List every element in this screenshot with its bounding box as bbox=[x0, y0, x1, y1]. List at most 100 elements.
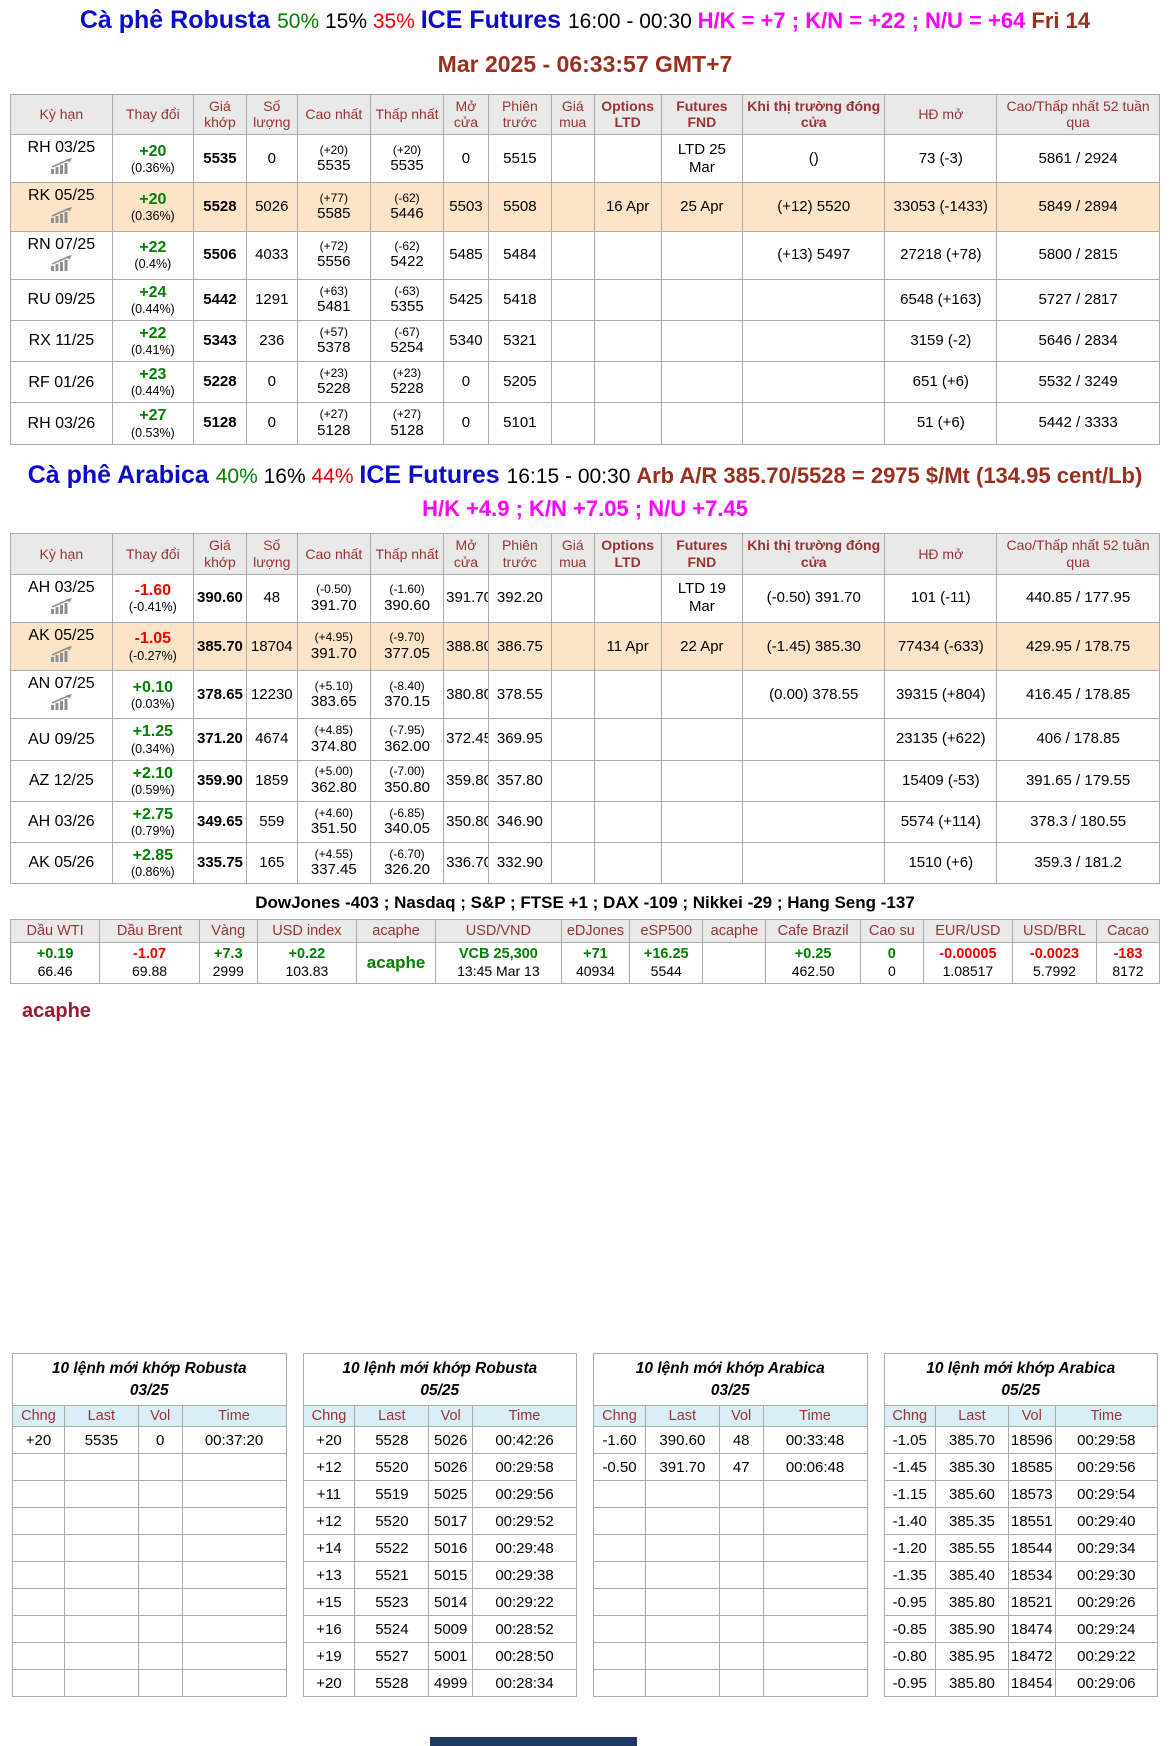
order-column-header: Time bbox=[762, 1405, 868, 1428]
order-cell bbox=[644, 1642, 720, 1671]
order-cell: 00:29:52 bbox=[472, 1507, 577, 1536]
order-cell: 5014 bbox=[428, 1588, 474, 1617]
order-table-title-row: 10 lệnh mới khớp Robusta 03/25 bbox=[12, 1352, 287, 1407]
order-cell: 385.30 bbox=[934, 1453, 1009, 1482]
open-interest-cell: 27218 (+78) bbox=[884, 230, 998, 280]
order-cell: +20 bbox=[12, 1426, 65, 1455]
order-cell: 18472 bbox=[1007, 1642, 1056, 1671]
order-cell bbox=[718, 1534, 764, 1563]
order-cell: 00:29:48 bbox=[472, 1534, 577, 1563]
low-cell-change: (-8.40) bbox=[389, 678, 425, 693]
options-ltd-cell bbox=[593, 759, 662, 802]
order-cell: -0.85 bbox=[883, 1615, 936, 1644]
low-cell-change: (-67) bbox=[394, 324, 420, 339]
indicator-change: -0.00005 bbox=[939, 946, 997, 963]
order-cell: 18454 bbox=[1007, 1669, 1056, 1698]
week52-range-cell: 5861 / 2924 bbox=[996, 134, 1160, 184]
order-cell bbox=[762, 1561, 868, 1590]
week52-range-cell: 5646 / 2834 bbox=[996, 319, 1160, 363]
order-column-header: Last bbox=[63, 1405, 139, 1428]
futures-fnd-cell bbox=[660, 718, 744, 761]
open-interest-cell: 3159 (-2) bbox=[884, 319, 998, 363]
order-cell: -1.45 bbox=[883, 1453, 936, 1482]
order-row: -1.15 385.60 18573 00:29:54 bbox=[883, 1480, 1159, 1509]
high-cell: (+23) 5228 bbox=[296, 361, 371, 404]
chart-icon[interactable] bbox=[50, 694, 73, 715]
order-cell: -1.05 bbox=[883, 1426, 936, 1455]
last-price-cell: 5228 bbox=[193, 361, 247, 404]
column-header-9: Giá mua bbox=[550, 93, 595, 136]
after-close-cell bbox=[742, 361, 886, 404]
low-cell: (-8.40) 370.15 bbox=[369, 670, 445, 720]
indicator-header-6: USD/VND bbox=[434, 919, 562, 944]
volume-cell: 1859 bbox=[245, 759, 298, 802]
open-interest-cell: 39315 (+804) bbox=[884, 670, 998, 720]
blank-spacer bbox=[10, 1023, 1160, 1353]
order-cell bbox=[137, 1588, 183, 1617]
contract-label: AU 09/25 bbox=[27, 730, 95, 748]
high-cell: (+20) 5535 bbox=[296, 134, 371, 184]
open-cell: 0 bbox=[443, 402, 489, 445]
futures-fnd-cell bbox=[660, 841, 744, 885]
low-cell-value: 5446 bbox=[390, 205, 424, 223]
volume-cell: 5026 bbox=[245, 182, 298, 232]
order-cell bbox=[181, 1642, 287, 1671]
column-header-11: Futures FND bbox=[660, 533, 744, 575]
order-table-title-line2: 05/25 bbox=[420, 1381, 460, 1399]
order-cell bbox=[137, 1507, 183, 1536]
column-header-13: HĐ mở bbox=[884, 93, 998, 136]
week52-range-cell: 416.45 / 178.85 bbox=[996, 670, 1160, 720]
chart-icon[interactable] bbox=[50, 646, 73, 667]
order-cell: 18551 bbox=[1007, 1507, 1056, 1536]
low-cell: (-6.85) 340.05 bbox=[369, 800, 445, 843]
order-table-title: 10 lệnh mới khớp Robusta 03/25 bbox=[12, 1352, 287, 1407]
arabica-row: AK 05/26 +2.85 (0.86%) 335.75 165 (+4.55) 337.… bbox=[10, 841, 1160, 885]
order-cell: -0.95 bbox=[883, 1588, 936, 1617]
indicator-change: -1.07 bbox=[132, 946, 167, 963]
futures-fnd-cell bbox=[660, 278, 744, 321]
robusta-row: RX 11/25 +22 (0.41%) 5343 236 (+57) 5378 (-67) 5… bbox=[10, 319, 1160, 363]
column-header-2: Thay đổi bbox=[111, 93, 195, 136]
indicator-cell: +0.22 103.83 bbox=[256, 942, 358, 984]
contract-cell: AU 09/25 bbox=[10, 718, 113, 761]
order-cell bbox=[718, 1615, 764, 1644]
order-cell: 385.80 bbox=[934, 1669, 1009, 1698]
low-cell-value: 390.60 bbox=[384, 596, 430, 614]
order-cell: 5528 bbox=[354, 1426, 430, 1455]
indicator-change: -0.0023 bbox=[1029, 946, 1080, 963]
headline-segment: ICE Futures bbox=[420, 6, 568, 34]
change-cell: +0.10 (0.03%) bbox=[111, 670, 195, 720]
robusta-row: RF 01/26 +23 (0.44%) 5228 0 (+23) 5228 (+23) 522… bbox=[10, 361, 1160, 404]
after-close-cell: (0.00) 378.55 bbox=[742, 670, 886, 720]
order-cell: +19 bbox=[302, 1642, 356, 1671]
order-cell: 5025 bbox=[428, 1480, 474, 1509]
column-header-13: HĐ mở bbox=[884, 533, 998, 575]
column-header-5: Cao nhất bbox=[296, 93, 371, 136]
order-row: -0.95 385.80 18454 00:29:06 bbox=[883, 1669, 1159, 1698]
high-cell-change: (+4.55) bbox=[314, 846, 353, 861]
low-cell: (+27) 5128 bbox=[369, 402, 445, 445]
chart-icon[interactable] bbox=[50, 158, 73, 179]
chart-icon[interactable] bbox=[50, 254, 73, 276]
headline-segment: Fri 14 bbox=[1031, 8, 1091, 33]
order-cell: 00:42:26 bbox=[472, 1426, 577, 1455]
contract-cell: RF 01/26 bbox=[10, 361, 113, 404]
prev-session-cell: 5515 bbox=[487, 134, 552, 184]
order-cell: 5001 bbox=[428, 1642, 474, 1671]
change-value: +20 bbox=[139, 190, 167, 208]
order-cell bbox=[762, 1615, 868, 1644]
low-cell-change: (-9.70) bbox=[389, 630, 425, 645]
chart-icon[interactable] bbox=[50, 597, 73, 619]
last-price-cell: 5442 bbox=[193, 278, 247, 321]
contract-label: AH 03/26 bbox=[27, 813, 95, 831]
low-cell-value: 5535 bbox=[390, 156, 424, 174]
chart-icon[interactable] bbox=[50, 206, 73, 228]
order-cell bbox=[593, 1534, 646, 1563]
futures-fnd-cell bbox=[660, 230, 744, 280]
contract-label: AH 03/25 bbox=[27, 578, 95, 596]
indicator-header-3: Vàng bbox=[198, 919, 258, 944]
column-header-3: Giá khớp bbox=[193, 93, 247, 136]
order-cell: 390.60 bbox=[644, 1426, 720, 1455]
indicator-cell: +16.25 5544 bbox=[629, 942, 704, 984]
